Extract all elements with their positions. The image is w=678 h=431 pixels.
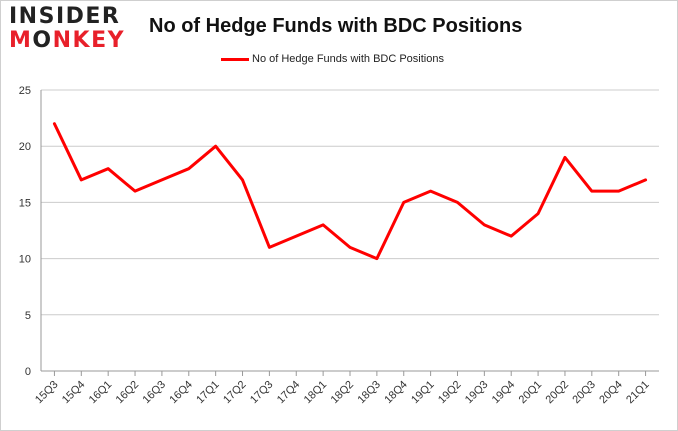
data-point-18Q3 [375,257,379,260]
x-tick-label-19Q1: 19Q1 [409,379,437,407]
insider-monkey-logo: INSIDER MONKEY [9,5,125,53]
data-point-17Q1 [214,145,217,148]
x-tick-label-17Q4: 17Q4 [275,379,303,407]
y-tick-label-5: 5 [25,310,31,322]
data-point-19Q1 [429,189,432,193]
series-line-0 [52,122,648,261]
data-point-16Q2 [133,189,137,193]
data-point-16Q1 [106,167,110,170]
data-point-16Q3 [160,178,164,182]
y-tick-label-20: 20 [19,141,31,153]
logo-letter-o: O [32,28,53,53]
data-point-18Q2 [348,246,352,249]
x-tick-label-19Q4: 19Q4 [490,379,518,407]
logo-line-1: INSIDER [9,4,121,29]
logo-line-2: MONKEY [9,29,125,53]
y-tick-label-10: 10 [19,254,31,266]
data-point-18Q1 [321,223,325,227]
x-tick-label-16Q1: 16Q1 [87,379,115,407]
data-point-19Q2 [456,201,459,204]
data-point-15Q4 [80,178,83,182]
data-point-17Q4 [295,234,298,238]
x-tick-label-19Q2: 19Q2 [436,379,464,407]
legend-swatch [221,57,249,61]
y-tick-label-15: 15 [19,197,31,209]
x-tick-label-15Q4: 15Q4 [60,379,88,407]
data-point-20Q2 [563,156,567,159]
x-tick-label-17Q1: 17Q1 [194,379,222,407]
data-point-18Q4 [402,201,405,204]
data-point-20Q4 [617,189,620,193]
x-tick-label-21Q1: 21Q1 [624,379,652,407]
data-point-17Q2 [241,178,244,182]
x-tick-label-18Q2: 18Q2 [329,379,357,407]
x-tick-label-17Q2: 17Q2 [221,379,249,407]
x-tick-label-18Q3: 18Q3 [355,379,383,407]
data-point-19Q4 [510,234,513,238]
x-tick-label-20Q2: 20Q2 [544,379,572,407]
data-point-17Q3 [268,246,271,249]
x-tick-label-20Q3: 20Q3 [570,379,598,407]
logo-letters-nkey: NKEY [52,28,126,53]
data-point-16Q4 [187,167,190,170]
x-tick-label-18Q1: 18Q1 [302,379,330,407]
logo-letter-m: M [9,28,33,53]
chart-title: No of Hedge Funds with BDC Positions [149,15,523,37]
x-tick-label-16Q4: 16Q4 [167,379,195,407]
x-tick-label-15Q3: 15Q3 [33,379,61,407]
data-point-20Q3 [590,189,594,193]
x-tick-label-18Q4: 18Q4 [382,379,410,407]
data-point-20Q1 [536,212,540,215]
data-point-15Q3 [53,122,56,125]
y-tick-label-0: 0 [25,366,31,378]
data-point-21Q1 [644,178,647,182]
legend: No of Hedge Funds with BDC Positions [221,53,444,65]
y-tick-label-25: 25 [19,85,31,97]
data-point-19Q3 [483,223,486,227]
x-tick-label-20Q4: 20Q4 [597,379,625,407]
x-tick-label-16Q2: 16Q2 [114,379,142,407]
x-tick-label-16Q3: 16Q3 [141,379,169,407]
legend-label: No of Hedge Funds with BDC Positions [252,53,444,65]
x-tick-label-19Q3: 19Q3 [463,379,491,407]
x-tick-label-17Q3: 17Q3 [248,379,276,407]
x-tick-label-20Q1: 20Q1 [517,379,545,407]
